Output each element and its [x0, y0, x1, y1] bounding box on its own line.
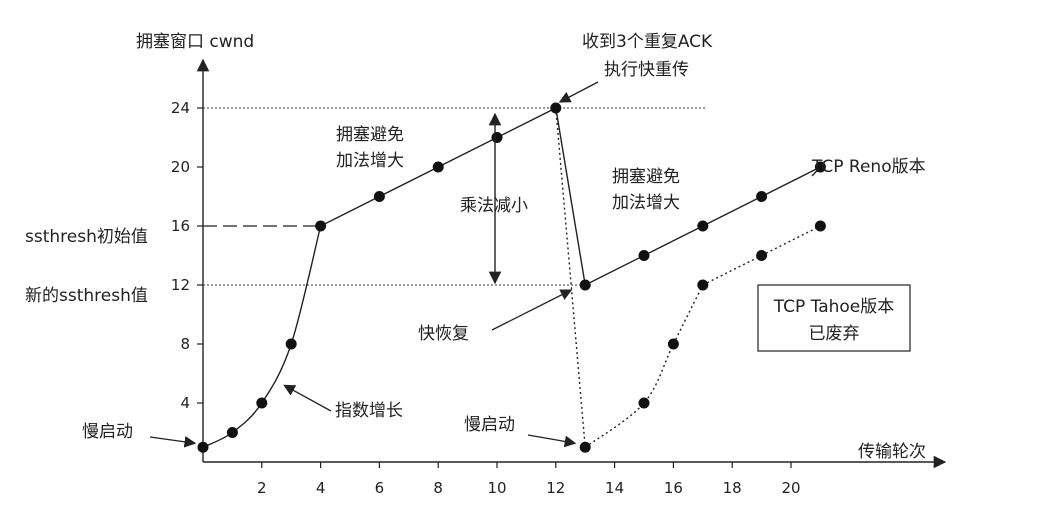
tahoe-point	[814, 220, 826, 232]
three-dup-ack-label: 收到3个重复ACK	[582, 32, 713, 52]
x-tick-label: 20	[781, 479, 800, 497]
x-tick-label: 10	[487, 479, 506, 497]
x-tick-label: 12	[546, 479, 565, 497]
reno-slow-start-curve	[202, 225, 322, 448]
slow-start-arrow-2	[527, 434, 577, 448]
y-tick-label: 20	[171, 158, 190, 176]
exponential-growth-arrow	[283, 384, 332, 412]
tahoe-point	[579, 441, 591, 453]
reno-point	[638, 250, 650, 261]
fast-recovery-arrow	[491, 289, 573, 331]
y-axis-label: 拥塞窗口 cwnd	[136, 32, 254, 52]
tahoe-point	[756, 250, 768, 261]
three-dup-ack-arrow	[558, 81, 599, 103]
reno-point	[491, 132, 503, 143]
tahoe-note-line2: 已废弃	[809, 324, 860, 344]
x-tick-label: 8	[433, 479, 443, 497]
y-tick-label: 16	[171, 217, 190, 235]
reno-segment	[761, 166, 821, 198]
reno-point	[285, 338, 297, 350]
slow-start-label-1: 慢启动	[82, 421, 133, 442]
reno-segment	[320, 195, 380, 227]
data-points	[197, 102, 826, 453]
reno-point	[256, 397, 268, 409]
tahoe-point	[638, 397, 650, 409]
reno-segment	[555, 107, 586, 286]
tahoe-segment	[761, 225, 821, 257]
additive-increase-label-2: 加法增大	[612, 193, 680, 213]
x-tick-label: 4	[316, 479, 326, 497]
reno-series-label: TCP Reno版本	[811, 157, 926, 177]
y-tick-label: 4	[180, 394, 190, 412]
reno-point	[697, 220, 709, 232]
y-tick-label: 8	[180, 335, 190, 353]
tahoe-point	[667, 338, 679, 350]
slow-start-arrow-1	[149, 436, 197, 448]
x-tick-label: 16	[664, 479, 683, 497]
x-tick-label: 14	[605, 479, 624, 497]
exponential-growth-label: 指数增长	[335, 401, 403, 421]
ssthresh-new-label: 新的ssthresh值	[25, 286, 148, 306]
ssthresh-initial-label: ssthresh初始值	[25, 227, 148, 247]
tahoe-point	[697, 279, 709, 291]
reno-point	[226, 427, 238, 438]
reno-point	[373, 191, 385, 202]
tahoe-segment	[702, 254, 762, 286]
x-tick-label: 18	[723, 479, 742, 497]
congestion-avoidance-label-2: 拥塞避免	[612, 167, 680, 187]
multiplicative-decrease-label: 乘法减小	[460, 196, 528, 216]
reno-segment	[643, 225, 704, 257]
reno-point	[550, 102, 562, 114]
reno-segment	[584, 254, 645, 286]
reno-point	[579, 279, 591, 291]
reno-segment	[437, 136, 498, 168]
fast-retransmit-label: 执行快重传	[604, 60, 689, 80]
tahoe-slow-start-curve	[584, 284, 704, 448]
y-tick-label: 12	[171, 276, 190, 294]
reno-segment	[702, 195, 762, 227]
y-tick-label: 24	[171, 99, 190, 117]
reno-point	[432, 161, 444, 173]
reno-segment	[496, 107, 557, 139]
x-tick-label: 2	[257, 479, 267, 497]
tahoe-drop	[555, 107, 586, 448]
series-lines	[320, 107, 821, 448]
x-tick-label: 6	[375, 479, 385, 497]
reno-point	[814, 161, 826, 173]
tahoe-note-line1: TCP Tahoe版本	[773, 297, 895, 317]
x-axis-label: 传输轮次	[858, 442, 926, 462]
reno-segment	[379, 166, 439, 198]
additive-increase-label-1: 加法增大	[336, 151, 404, 171]
reno-point	[197, 441, 209, 453]
congestion-avoidance-label-1: 拥塞避免	[336, 125, 404, 145]
slow-start-label-2: 慢启动	[464, 414, 515, 435]
reno-point	[315, 220, 327, 232]
tahoe-note-box	[757, 284, 911, 352]
fast-recovery-label: 快恢复	[418, 324, 469, 344]
reno-point	[756, 191, 768, 202]
